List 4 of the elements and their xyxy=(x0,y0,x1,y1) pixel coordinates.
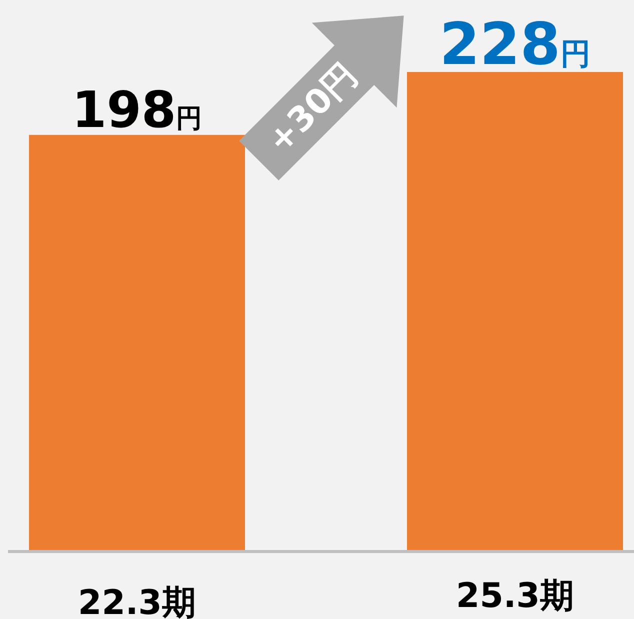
data-label: 198円 xyxy=(72,80,202,139)
x-tick-label: 25.3期 xyxy=(456,576,574,616)
x-tick-label: 22.3期 xyxy=(78,583,196,619)
data-label: 228円 xyxy=(439,10,591,78)
